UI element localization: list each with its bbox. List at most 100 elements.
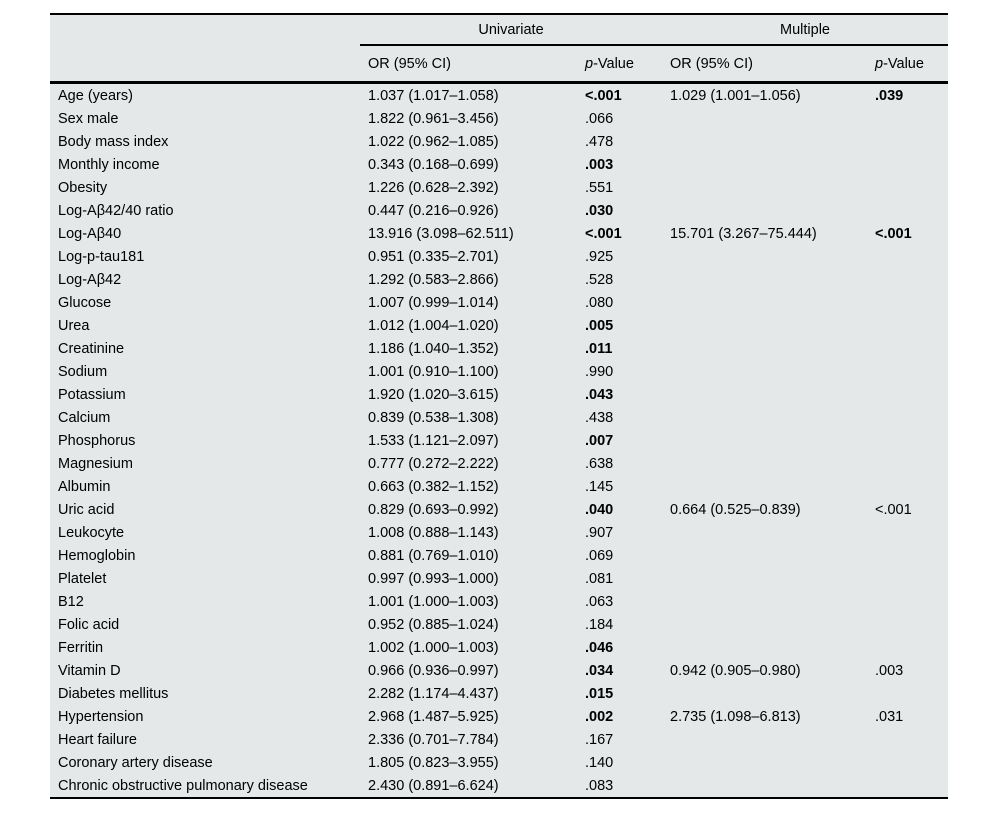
p-italic: p	[875, 55, 884, 72]
univariate-p-value: .551	[585, 179, 614, 196]
univariate-p-value: .069	[585, 547, 614, 564]
table-row: Log-p-tau181 0.951 (0.335–2.701) .925	[50, 245, 948, 268]
variable-name: Ferritin	[58, 639, 104, 656]
univariate-p-value: .990	[585, 363, 614, 380]
group-header-row: Univariate Multiple	[50, 15, 948, 46]
univariate-or-ci-value: 1.008 (0.888–1.143)	[368, 524, 499, 541]
univariate-or-ci-value: 2.430 (0.891–6.624)	[368, 777, 499, 794]
univariate-or-ci-value: 0.881 (0.769–1.010)	[368, 547, 499, 564]
col-header-univariate-or-ci: OR (95% CI)	[368, 55, 451, 72]
univariate-p-value: .081	[585, 570, 614, 587]
univariate-or-ci-value: 1.012 (1.004–1.020)	[368, 317, 499, 334]
col-header-univariate-p-value: p-Value	[577, 56, 662, 72]
variable-name: Monthly income	[58, 156, 160, 173]
univariate-or-ci-value: 1.920 (1.020–3.615)	[368, 386, 499, 403]
univariate-p-value: .907	[585, 524, 614, 541]
multiple-or-ci-value: 15.701 (3.267–75.444)	[670, 225, 817, 242]
variable-name: Log-p-tau181	[58, 248, 145, 265]
table-row: Urea 1.012 (1.004–1.020) .005	[50, 314, 948, 337]
univariate-or-ci-value: 0.343 (0.168–0.699)	[368, 156, 499, 173]
variable-name: Folic acid	[58, 616, 120, 633]
variable-name: Urea	[58, 317, 90, 334]
univariate-p-value: .140	[585, 754, 614, 771]
univariate-p-value: .040	[585, 501, 614, 518]
univariate-or-ci-value: 1.002 (1.000–1.003)	[368, 639, 499, 656]
variable-name: Age (years)	[58, 87, 133, 104]
group-header-multiple: Multiple	[780, 21, 830, 38]
univariate-p-value: .063	[585, 593, 614, 610]
variable-name: Glucose	[58, 294, 112, 311]
univariate-or-ci-value: 0.952 (0.885–1.024)	[368, 616, 499, 633]
empty-header-cell	[50, 15, 360, 46]
table-row: Obesity 1.226 (0.628–2.392) .551	[50, 176, 948, 199]
univariate-p-value: .478	[585, 133, 614, 150]
univariate-or-ci-value: 1.001 (1.000–1.003)	[368, 593, 499, 610]
univariate-or-ci-value: 1.533 (1.121–2.097)	[368, 432, 499, 449]
multiple-or-ci-value: 0.664 (0.525–0.839)	[670, 501, 801, 518]
univariate-p-value: .034	[585, 662, 614, 679]
univariate-or-ci-value: 1.292 (0.583–2.866)	[368, 271, 499, 288]
table-row: Monthly income 0.343 (0.168–0.699) .003	[50, 153, 948, 176]
multiple-or-ci-value: 0.942 (0.905–0.980)	[670, 662, 801, 679]
variable-name: Leukocyte	[58, 524, 125, 541]
variable-name: Diabetes mellitus	[58, 685, 169, 702]
table-row: Folic acid 0.952 (0.885–1.024) .184	[50, 613, 948, 636]
table-row: Coronary artery disease 1.805 (0.823–3.9…	[50, 751, 948, 774]
variable-name: Uric acid	[58, 501, 115, 518]
univariate-p-value: .438	[585, 409, 614, 426]
table-row: Age (years) 1.037 (1.017–1.058) <.001 1.…	[50, 84, 948, 107]
univariate-p-value: .080	[585, 294, 614, 311]
univariate-or-ci-value: 2.336 (0.701–7.784)	[368, 731, 499, 748]
multiple-p-value: <.001	[875, 501, 912, 518]
table-row: Potassium 1.920 (1.020–3.615) .043	[50, 383, 948, 406]
table-row: Leukocyte 1.008 (0.888–1.143) .907	[50, 521, 948, 544]
group-header-univariate: Univariate	[478, 21, 544, 38]
multiple-or-ci-value: 2.735 (1.098–6.813)	[670, 708, 801, 725]
univariate-p-value: .638	[585, 455, 614, 472]
univariate-p-value: .925	[585, 248, 614, 265]
variable-name: Sodium	[58, 363, 108, 380]
univariate-or-ci-value: 13.916 (3.098–62.511)	[368, 225, 514, 242]
table-row: Diabetes mellitus 2.282 (1.174–4.437) .0…	[50, 682, 948, 705]
univariate-or-ci-value: 0.829 (0.693–0.992)	[368, 501, 499, 518]
univariate-or-ci-value: 1.001 (0.910–1.100)	[368, 363, 499, 380]
table-row: Log-Aβ42 1.292 (0.583–2.866) .528	[50, 268, 948, 291]
table-row: Phosphorus 1.533 (1.121–2.097) .007	[50, 429, 948, 452]
table-row: Glucose 1.007 (0.999–1.014) .080	[50, 291, 948, 314]
variable-name: Obesity	[58, 179, 108, 196]
variable-name: Log-Aβ42	[58, 271, 122, 288]
multiple-p-value: .031	[875, 708, 904, 725]
univariate-p-value: .184	[585, 616, 614, 633]
table-row: Sodium 1.001 (0.910–1.100) .990	[50, 360, 948, 383]
table-row: Creatinine 1.186 (1.040–1.352) .011	[50, 337, 948, 360]
univariate-p-value: .066	[585, 110, 614, 127]
univariate-or-ci-value: 1.226 (0.628–2.392)	[368, 179, 499, 196]
univariate-p-value: .007	[585, 432, 614, 449]
variable-name: Calcium	[58, 409, 111, 426]
table-row: Hypertension 2.968 (1.487–5.925) .002 2.…	[50, 705, 948, 728]
univariate-or-ci-value: 0.663 (0.382–1.152)	[368, 478, 499, 495]
table-row: Body mass index 1.022 (0.962–1.085) .478	[50, 130, 948, 153]
table-row: Calcium 0.839 (0.538–1.308) .438	[50, 406, 948, 429]
univariate-p-value: .043	[585, 386, 614, 403]
univariate-or-ci-value: 1.022 (0.962–1.085)	[368, 133, 499, 150]
variable-name: Creatinine	[58, 340, 125, 357]
regression-results-table: Univariate Multiple OR (95% CI) p-Value …	[50, 13, 948, 799]
univariate-p-value: .003	[585, 156, 614, 173]
col-header-multiple-or-ci: OR (95% CI)	[670, 55, 753, 72]
univariate-or-ci-value: 0.839 (0.538–1.308)	[368, 409, 499, 426]
univariate-or-ci-value: 1.186 (1.040–1.352)	[368, 340, 499, 357]
univariate-p-value: .528	[585, 271, 614, 288]
multiple-p-value: <.001	[875, 225, 912, 242]
univariate-or-ci-value: 1.805 (0.823–3.955)	[368, 754, 499, 771]
variable-name: Magnesium	[58, 455, 133, 472]
table-row: Heart failure 2.336 (0.701–7.784) .167	[50, 728, 948, 751]
table-row: Platelet 0.997 (0.993–1.000) .081	[50, 567, 948, 590]
univariate-p-value: <.001	[585, 87, 622, 104]
univariate-or-ci-value: 1.007 (0.999–1.014)	[368, 294, 499, 311]
variable-name: Body mass index	[58, 133, 169, 150]
table-row: Magnesium 0.777 (0.272–2.222) .638	[50, 452, 948, 475]
univariate-p-value: .015	[585, 685, 614, 702]
univariate-or-ci-value: 0.777 (0.272–2.222)	[368, 455, 499, 472]
univariate-p-value: .167	[585, 731, 614, 748]
